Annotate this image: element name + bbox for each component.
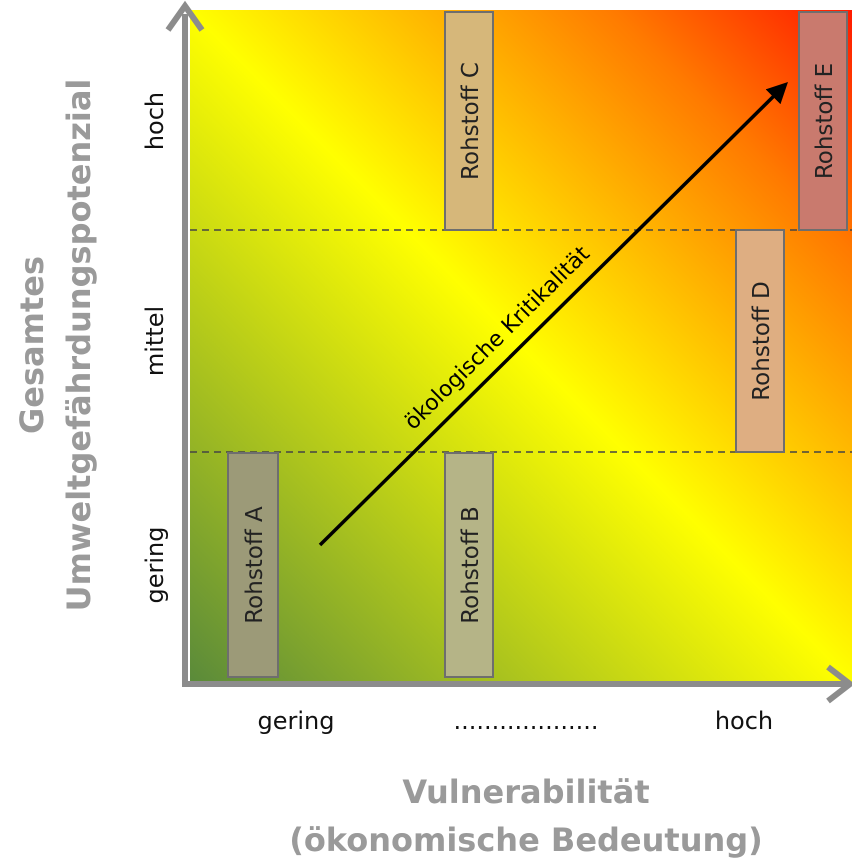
material-label-d: Rohstoff D bbox=[749, 281, 775, 401]
material-label-a: Rohstoff A bbox=[242, 506, 268, 624]
y-axis-arrowhead bbox=[165, 0, 205, 32]
material-box-a: Rohstoff A bbox=[227, 452, 279, 678]
material-label-c: Rohstoff C bbox=[458, 62, 484, 180]
material-box-b: Rohstoff B bbox=[444, 452, 494, 678]
y-axis bbox=[165, 0, 205, 684]
material-label-e: Rohstoff E bbox=[812, 63, 838, 179]
x-level-high: hoch bbox=[715, 707, 773, 735]
criticality-arrow bbox=[318, 82, 788, 547]
material-box-d: Rohstoff D bbox=[735, 229, 785, 453]
x-axis-title-line1: Vulnerabilität bbox=[402, 773, 649, 811]
x-level-mid: ................... bbox=[454, 707, 599, 735]
material-label-b: Rohstoff B bbox=[458, 506, 484, 624]
x-axis bbox=[182, 664, 852, 704]
y-level-high: hoch bbox=[141, 92, 169, 150]
material-box-e: Rohstoff E bbox=[798, 11, 848, 231]
x-axis-arrowhead bbox=[826, 664, 852, 704]
y-axis-title-line2: Umweltgefährdungspotenzial bbox=[60, 79, 98, 612]
x-level-low: gering bbox=[258, 707, 335, 735]
y-axis-title-line1: Gesamtes bbox=[13, 256, 51, 434]
material-box-c: Rohstoff C bbox=[444, 11, 494, 231]
y-level-mid: mittel bbox=[141, 306, 169, 376]
x-axis-title-line2: (ökonomische Bedeutung) bbox=[289, 821, 763, 859]
y-level-low: gering bbox=[141, 527, 169, 604]
